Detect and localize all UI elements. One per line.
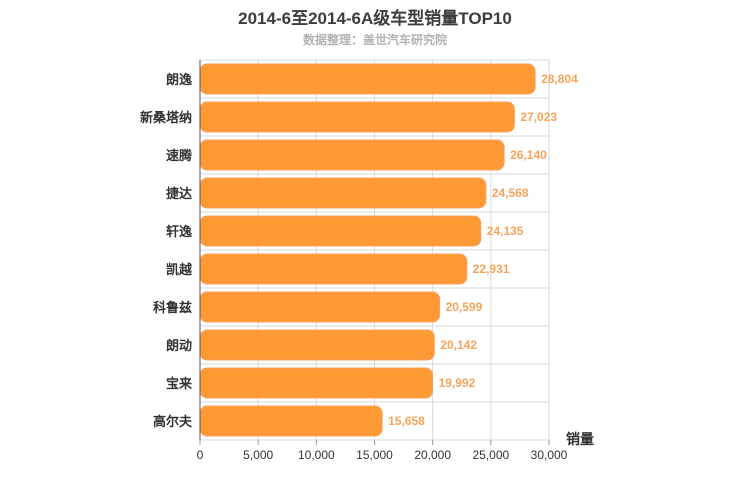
data-label: 22,931 xyxy=(473,262,510,276)
data-label: 26,140 xyxy=(510,148,547,162)
data-label: 15,658 xyxy=(388,414,425,428)
category-label: 朗动 xyxy=(166,338,192,353)
x-tick-label: 0 xyxy=(197,448,204,462)
bar xyxy=(199,291,441,323)
category-label: 朗逸 xyxy=(166,72,192,87)
x-axis-title: 销量 xyxy=(566,431,594,447)
x-tick-label: 20,000 xyxy=(414,448,451,462)
bar xyxy=(199,63,536,95)
chart-subtitle: 数据整理：盖世汽车研究院 xyxy=(302,33,447,47)
x-axis-ticks: 0 5,000 10,000 15,000 20,000 25,000 30,000 xyxy=(197,440,568,462)
x-tick-label: 5,000 xyxy=(243,448,273,462)
bar xyxy=(199,329,435,361)
category-label: 科鲁兹 xyxy=(153,300,192,315)
bar xyxy=(199,101,515,133)
bar xyxy=(199,405,383,437)
x-tick-label: 15,000 xyxy=(356,448,393,462)
data-label: 24,135 xyxy=(487,224,524,238)
category-label: 高尔夫 xyxy=(153,414,193,429)
bar xyxy=(199,215,482,247)
x-tick-label: 25,000 xyxy=(472,448,509,462)
category-label: 宝来 xyxy=(166,376,193,391)
chart-title: 2014-6至2014-6A级车型销量TOP10 xyxy=(238,9,512,28)
bar xyxy=(199,367,434,399)
data-label: 27,023 xyxy=(520,110,557,124)
data-label: 20,599 xyxy=(446,300,483,314)
data-label: 24,568 xyxy=(492,186,529,200)
x-tick-label: 10,000 xyxy=(298,448,335,462)
data-label: 28,804 xyxy=(541,72,578,86)
bars xyxy=(199,63,536,437)
category-label: 新桑塔纳 xyxy=(140,110,192,125)
bar xyxy=(199,139,505,171)
data-labels: 28,804 27,023 26,140 24,568 24,135 22,931 20,5… xyxy=(388,72,578,428)
category-label: 捷达 xyxy=(166,186,192,201)
category-label: 凯越 xyxy=(166,262,193,277)
data-label: 19,992 xyxy=(439,376,476,390)
category-label: 速腾 xyxy=(166,148,193,163)
bar xyxy=(199,177,487,209)
x-tick-label: 30,000 xyxy=(531,448,568,462)
category-label: 轩逸 xyxy=(166,224,192,239)
bar xyxy=(199,253,468,285)
data-label: 20,142 xyxy=(440,338,477,352)
